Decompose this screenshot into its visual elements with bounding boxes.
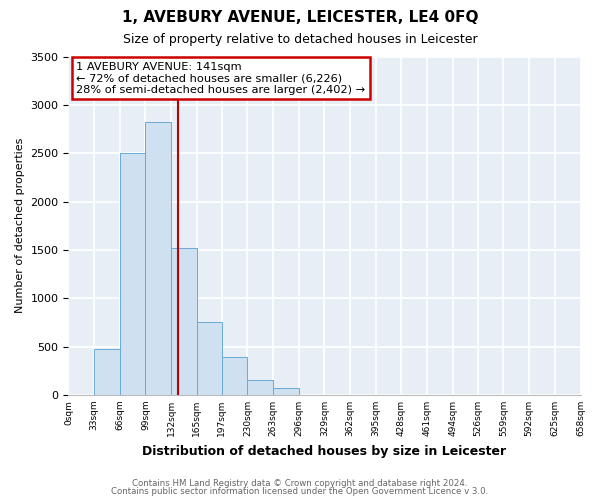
Bar [120, 153, 145, 395]
Text: Contains public sector information licensed under the Open Government Licence v : Contains public sector information licen… [112, 487, 488, 496]
Bar [247, 380, 273, 395]
Bar [222, 357, 247, 395]
Y-axis label: Number of detached properties: Number of detached properties [15, 138, 25, 314]
X-axis label: Distribution of detached houses by size in Leicester: Distribution of detached houses by size … [142, 444, 506, 458]
Text: Contains HM Land Registry data © Crown copyright and database right 2024.: Contains HM Land Registry data © Crown c… [132, 478, 468, 488]
Bar [197, 322, 222, 395]
Text: 1 AVEBURY AVENUE: 141sqm
← 72% of detached houses are smaller (6,226)
28% of sem: 1 AVEBURY AVENUE: 141sqm ← 72% of detach… [76, 62, 365, 95]
Text: Size of property relative to detached houses in Leicester: Size of property relative to detached ho… [122, 32, 478, 46]
Bar [145, 122, 171, 395]
Text: 1, AVEBURY AVENUE, LEICESTER, LE4 0FQ: 1, AVEBURY AVENUE, LEICESTER, LE4 0FQ [122, 10, 478, 25]
Bar [94, 350, 120, 395]
Bar [171, 248, 197, 395]
Bar [273, 388, 299, 395]
